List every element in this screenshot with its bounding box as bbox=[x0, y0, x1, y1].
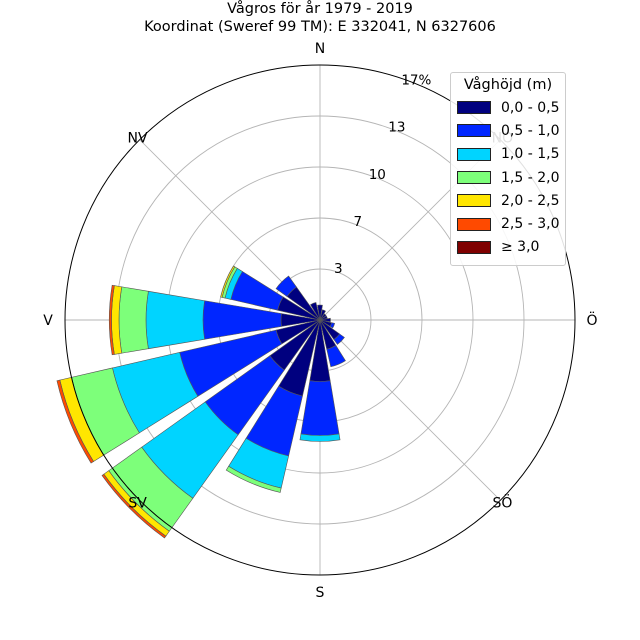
legend-swatch bbox=[457, 240, 491, 254]
sector-bar-segment bbox=[319, 315, 328, 321]
legend: Våghöjd (m) 0,0 - 0,5 0,5 - 1,0 1,0 - 1,5 1… bbox=[450, 72, 566, 267]
radial-tick-label: 3 bbox=[334, 261, 343, 277]
direction-label: V bbox=[43, 313, 53, 329]
legend-swatch bbox=[457, 124, 491, 138]
sector-bar-segment bbox=[56, 379, 94, 464]
title-block: Vågros för år 1979 - 2019 Koordinat (Swe… bbox=[0, 0, 640, 36]
grid-spoke bbox=[319, 319, 501, 501]
legend-item: 1,5 - 2,0 bbox=[451, 166, 565, 189]
sector-bar-segment bbox=[220, 265, 236, 298]
legend-item: 1,0 - 1,5 bbox=[451, 143, 565, 166]
radial-tick-label: 13 bbox=[388, 120, 405, 136]
outer-frame bbox=[64, 64, 576, 576]
sector-bar-segment bbox=[326, 345, 346, 368]
chart-title: Vågros för år 1979 - 2019 bbox=[227, 1, 413, 17]
legend-item: ≥ 3,0 bbox=[451, 236, 565, 259]
sector-bar-segment bbox=[299, 433, 341, 442]
sector-bar-segment bbox=[319, 317, 331, 323]
legend-label: 2,5 - 3,0 bbox=[501, 216, 560, 233]
sector-bar-segment bbox=[225, 465, 282, 493]
radial-tick-label: 7 bbox=[354, 214, 363, 230]
direction-label: SÖ bbox=[492, 493, 512, 511]
legend-swatch bbox=[457, 194, 491, 208]
sector-bar-segment bbox=[319, 313, 327, 321]
sector-bar-segment bbox=[145, 290, 205, 350]
sector-bar-segment bbox=[101, 473, 167, 539]
sector-bar-segment bbox=[329, 322, 335, 329]
legend-swatch bbox=[457, 101, 491, 115]
direction-label: S bbox=[316, 585, 325, 601]
direction-label: N bbox=[315, 41, 325, 57]
legend-swatch bbox=[457, 147, 491, 161]
sector-bar-segment bbox=[108, 284, 115, 356]
legend-item: 0,0 - 0,5 bbox=[451, 96, 565, 119]
legend-label: ≥ 3,0 bbox=[501, 239, 540, 256]
legend-swatch bbox=[457, 217, 491, 231]
legend-rows: 0,0 - 0,5 0,5 - 1,0 1,0 - 1,5 1,5 - 2,0 2,0 … bbox=[451, 96, 565, 259]
sector-bar-segment bbox=[118, 286, 149, 354]
sector-bars bbox=[56, 265, 346, 539]
legend-swatch bbox=[457, 171, 491, 185]
legend-item: 0,5 - 1,0 bbox=[451, 119, 565, 142]
sector-bar-segment bbox=[333, 333, 345, 345]
sector-bar-segment bbox=[319, 309, 326, 321]
legend-item: 2,0 - 2,5 bbox=[451, 189, 565, 212]
legend-item: 2,5 - 3,0 bbox=[451, 212, 565, 235]
sector-bar-segment bbox=[275, 275, 297, 297]
sector-bar-segment bbox=[300, 380, 340, 436]
sector-bar-segment bbox=[310, 302, 321, 321]
direction-label: Ö bbox=[586, 311, 597, 329]
legend-label: 1,0 - 1,5 bbox=[501, 146, 560, 163]
legend-label: 2,0 - 2,5 bbox=[501, 192, 560, 209]
direction-label: NV bbox=[128, 131, 148, 147]
chart-subtitle: Koordinat (Sweref 99 TM): E 332041, N 63… bbox=[144, 19, 496, 35]
legend-label: 0,0 - 0,5 bbox=[501, 99, 560, 116]
direction-label: SV bbox=[128, 495, 147, 511]
legend-label: 1,5 - 2,0 bbox=[501, 169, 560, 186]
legend-label: 0,5 - 1,0 bbox=[501, 122, 560, 139]
radial-tick-label: 17% bbox=[401, 73, 431, 89]
legend-title: Våghöjd (m) bbox=[463, 77, 553, 93]
radial-tick-label: 10 bbox=[369, 167, 386, 183]
sector-bar-segment bbox=[317, 304, 323, 321]
